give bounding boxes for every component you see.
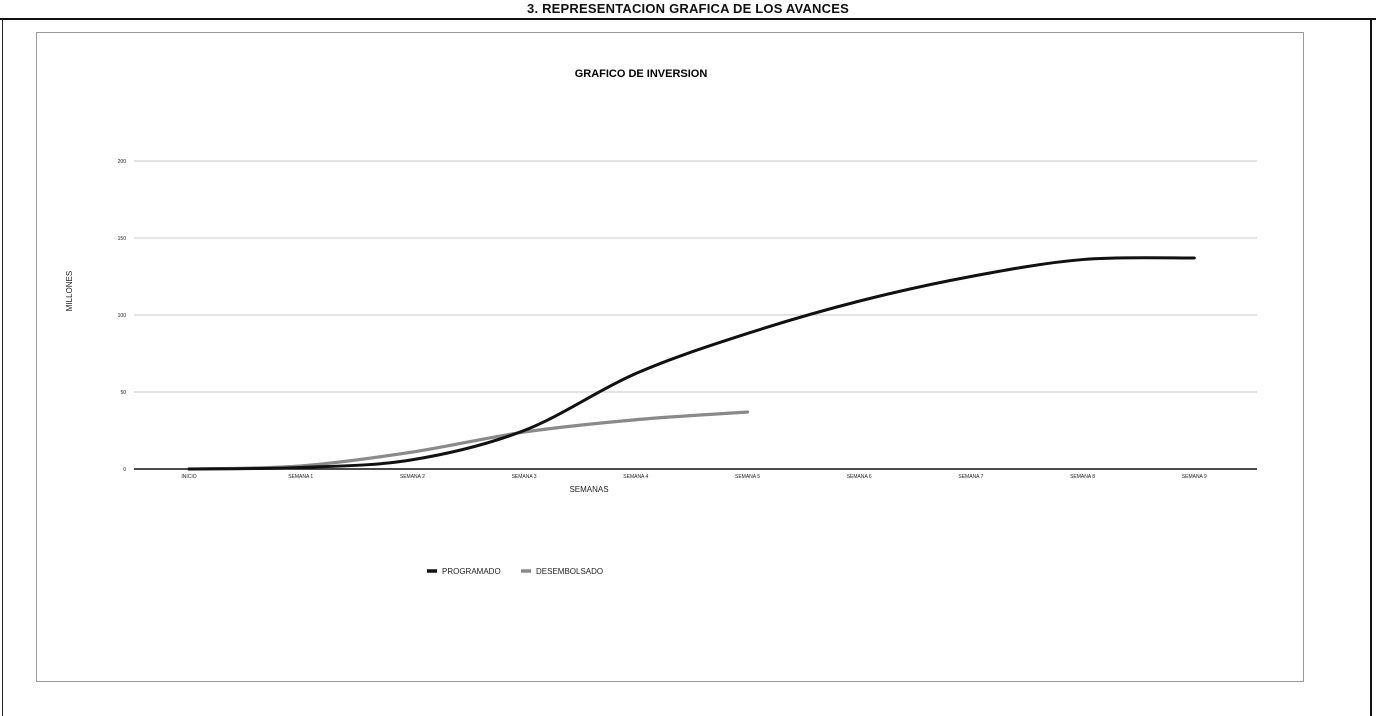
legend: PROGRAMADO DESEMBOLSADO <box>427 567 603 576</box>
y-tick-labels: 0 50 100 150 200 <box>118 159 127 473</box>
section-title: 3. REPRESENTACION GRAFICA DE LOS AVANCES <box>0 0 1376 20</box>
x-tick-semana-2: SEMANA 2 <box>400 474 425 480</box>
series-lines <box>187 256 1196 471</box>
frame-right-border <box>1370 19 1372 716</box>
x-tick-semana-7: SEMANA 7 <box>958 474 983 480</box>
legend-label-desembolsado: DESEMBOLSADO <box>536 567 603 576</box>
x-tick-semana-9: SEMANA 9 <box>1182 474 1207 480</box>
x-tick-semana-5: SEMANA 5 <box>735 474 760 480</box>
x-tick-semana-1: SEMANA 1 <box>288 474 313 480</box>
x-tick-semana-8: SEMANA 8 <box>1070 474 1095 480</box>
y-tick-50: 50 <box>120 390 126 396</box>
gridlines <box>134 160 1257 393</box>
frame-left-border <box>2 19 3 716</box>
investment-chart: GRAFICO DE INVERSION 0 50 100 150 200 INICIO… <box>65 68 1257 576</box>
x-tick-semana-4: SEMANA 4 <box>623 474 648 480</box>
y-tick-0: 0 <box>123 467 126 473</box>
y-tick-100: 100 <box>118 313 127 319</box>
x-tick-inicio: INICIO <box>181 474 196 480</box>
chart-area: GRAFICO DE INVERSION 0 50 100 150 200 INICIO… <box>36 32 1304 682</box>
legend-label-programado: PROGRAMADO <box>442 567 501 576</box>
chart-title: GRAFICO DE INVERSION <box>575 68 708 80</box>
y-tick-150: 150 <box>118 236 127 242</box>
x-tick-labels: INICIO SEMANA 1 SEMANA 2 SEMANA 3 SEMANA 4 SE… <box>181 474 1207 480</box>
series-line-desembolsado <box>187 410 750 471</box>
series-line-programado <box>187 256 1196 471</box>
y-axis-label: MILLONES <box>65 271 74 311</box>
x-tick-semana-3: SEMANA 3 <box>512 474 537 480</box>
y-tick-200: 200 <box>118 159 127 165</box>
x-tick-semana-6: SEMANA 6 <box>847 474 872 480</box>
x-axis-label: SEMANAS <box>569 485 608 494</box>
